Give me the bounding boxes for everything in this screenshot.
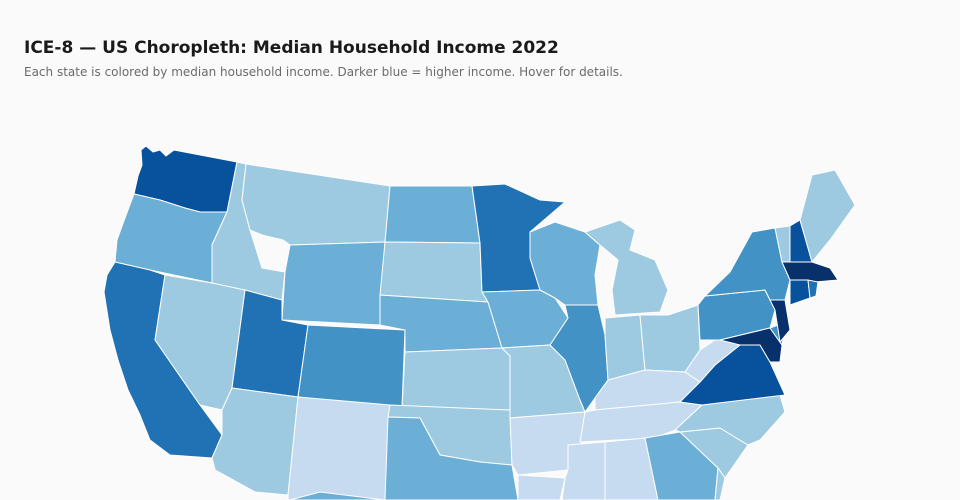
state-mt[interactable] bbox=[241, 163, 391, 246]
state-me[interactable] bbox=[799, 169, 856, 263]
state-ct[interactable] bbox=[789, 279, 811, 306]
state-tx[interactable] bbox=[289, 416, 519, 500]
state-nm[interactable] bbox=[287, 396, 391, 500]
state-sd[interactable] bbox=[379, 241, 489, 303]
state-ri[interactable] bbox=[807, 279, 819, 299]
state-ma[interactable] bbox=[781, 261, 839, 283]
state-mi[interactable] bbox=[584, 219, 669, 316]
state-az[interactable] bbox=[211, 387, 299, 496]
state-nd[interactable] bbox=[384, 185, 481, 244]
state-fl[interactable] bbox=[657, 467, 726, 500]
state-ks[interactable] bbox=[401, 347, 511, 411]
state-wy[interactable] bbox=[281, 241, 386, 326]
header: ICE-8 — US Choropleth: Median Household … bbox=[24, 36, 924, 80]
page-subtitle: Each state is colored by median househol… bbox=[24, 65, 623, 79]
page-title: ICE-8 — US Choropleth: Median Household … bbox=[24, 38, 559, 58]
state-ms[interactable] bbox=[561, 441, 606, 500]
state-co[interactable] bbox=[297, 324, 406, 409]
state-oh[interactable] bbox=[639, 304, 701, 373]
state-al[interactable] bbox=[604, 437, 659, 500]
state-la[interactable] bbox=[517, 474, 566, 500]
